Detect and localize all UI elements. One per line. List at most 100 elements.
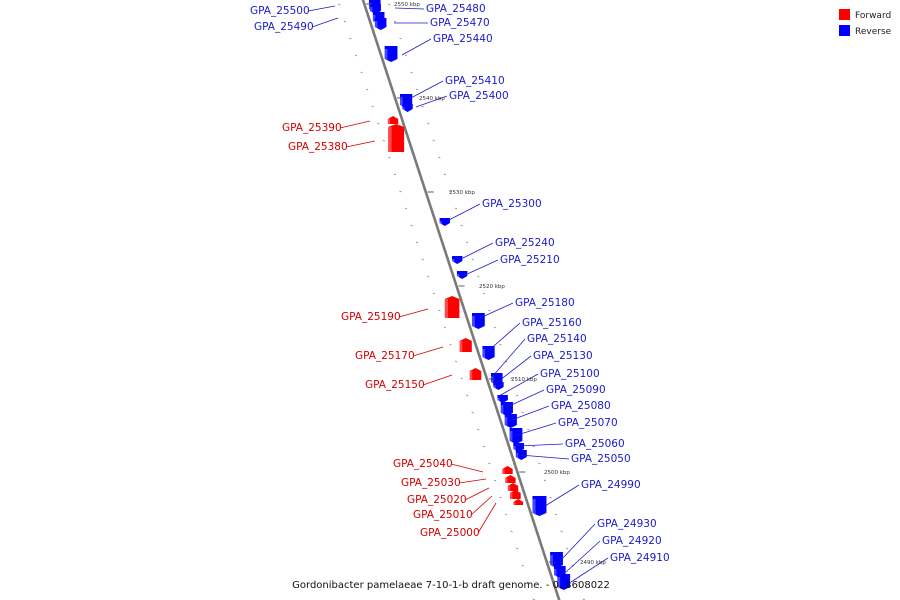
gene-body — [444, 296, 460, 318]
legend-label-forward: Forward — [855, 11, 891, 21]
genome-backbone — [361, 0, 561, 600]
track-dash — [399, 190, 402, 193]
gene-feature-gpa-25000 — [513, 499, 524, 505]
track-dash — [415, 241, 419, 244]
label-leader — [464, 259, 499, 276]
gene-label: GPA_25160 — [522, 317, 582, 329]
track-dash — [504, 513, 508, 516]
track-dash — [460, 224, 463, 227]
label-leader — [394, 7, 425, 10]
gene-feature-gpa-25030 — [505, 475, 516, 483]
track-dash — [438, 309, 441, 312]
gene-feature-gpa-25480 — [369, 4, 381, 14]
label-leader — [415, 95, 448, 108]
gene-feature-gpa-25040 — [502, 466, 513, 474]
gene-body — [550, 552, 563, 568]
gene-body — [452, 256, 463, 264]
gene-body — [507, 483, 519, 491]
track-dash — [427, 122, 430, 125]
track-dash — [449, 343, 452, 346]
gene-label: GPA_25130 — [533, 350, 593, 362]
gene-feature-gpa-25130 — [493, 382, 504, 390]
track-dash — [349, 37, 352, 40]
gene-body — [502, 466, 513, 474]
track-dash — [388, 156, 391, 159]
gene-feature-gpa-25190 — [444, 296, 460, 318]
label-leader — [464, 487, 490, 501]
gene-highlight — [459, 341, 463, 352]
gene-label: GPA_25300 — [482, 198, 542, 210]
track-dash — [477, 428, 480, 431]
track-dash — [427, 275, 430, 278]
track-dash — [554, 513, 558, 516]
track-dashes — [338, 3, 586, 600]
track-dash — [399, 37, 402, 40]
track-dash — [560, 530, 563, 533]
gene-body — [504, 414, 517, 428]
label-leader — [311, 17, 339, 28]
track-dash — [465, 241, 469, 244]
gene-label: GPA_25060 — [565, 438, 625, 450]
track-dash — [432, 139, 435, 142]
gene-body — [439, 218, 450, 226]
track-dash — [488, 309, 491, 312]
gene-label: GPA_25090 — [546, 384, 606, 396]
track-dash — [410, 71, 413, 74]
track-dash — [443, 326, 447, 329]
gene-body — [497, 395, 508, 403]
gene-highlight — [507, 486, 511, 491]
label-leader — [544, 484, 580, 507]
label-leader — [345, 140, 376, 148]
gene-feature-gpa-25240 — [452, 256, 463, 264]
gene-highlight — [513, 502, 516, 505]
label-leader — [486, 322, 521, 353]
label-leader — [412, 346, 444, 357]
gene-highlight — [482, 349, 486, 360]
gene-feature-gpa-25470 — [374, 18, 387, 30]
track-dash — [432, 292, 435, 295]
track-dash — [454, 207, 458, 210]
gene-label: GPA_25380 — [288, 141, 348, 153]
genome-caption: Gordonibacter pamelaeae 7-10-1-b draft g… — [292, 580, 610, 591]
gene-highlight — [452, 259, 455, 264]
label-leader — [491, 338, 526, 378]
label-leaders — [307, 5, 609, 583]
gene-feature-gpa-25100 — [497, 395, 508, 403]
gene-feature-gpa-24990 — [532, 496, 547, 516]
label-leader — [508, 405, 550, 422]
label-leader — [446, 203, 481, 222]
kbp-tick-label: 2490 kbp — [580, 560, 606, 566]
track-dash — [532, 445, 536, 448]
gene-highlight — [515, 453, 519, 460]
gene-label: GPA_24920 — [602, 535, 662, 547]
gene-highlight — [513, 446, 516, 452]
legend-swatch-reverse — [839, 25, 850, 36]
gene-feature-gpa-25160 — [482, 346, 495, 360]
track-dash — [421, 105, 424, 108]
track-dash — [393, 20, 397, 23]
gene-label: GPA_25240 — [495, 237, 555, 249]
track-dash — [477, 275, 480, 278]
track-dash — [354, 54, 358, 57]
gene-label: GPA_25070 — [558, 417, 618, 429]
gene-label: GPA_25100 — [540, 368, 600, 380]
gene-highlight — [387, 119, 391, 124]
gene-label: GPA_25140 — [527, 333, 587, 345]
track-dash — [549, 496, 552, 499]
label-leader — [494, 355, 532, 385]
gene-highlight — [372, 15, 376, 24]
label-leader — [339, 120, 371, 129]
gene-highlight — [500, 405, 504, 416]
gene-body — [557, 574, 571, 590]
gene-label: GPA_25170 — [355, 350, 415, 362]
track-dash — [393, 173, 397, 176]
track-dash — [371, 105, 374, 108]
track-dash — [493, 326, 497, 329]
gene-highlight — [554, 569, 557, 578]
gene-label: GPA_25150 — [365, 379, 425, 391]
gene-features — [368, 0, 571, 590]
gene-label: GPA_25400 — [449, 90, 509, 102]
track-dash — [465, 394, 469, 397]
gene-body — [510, 490, 521, 499]
